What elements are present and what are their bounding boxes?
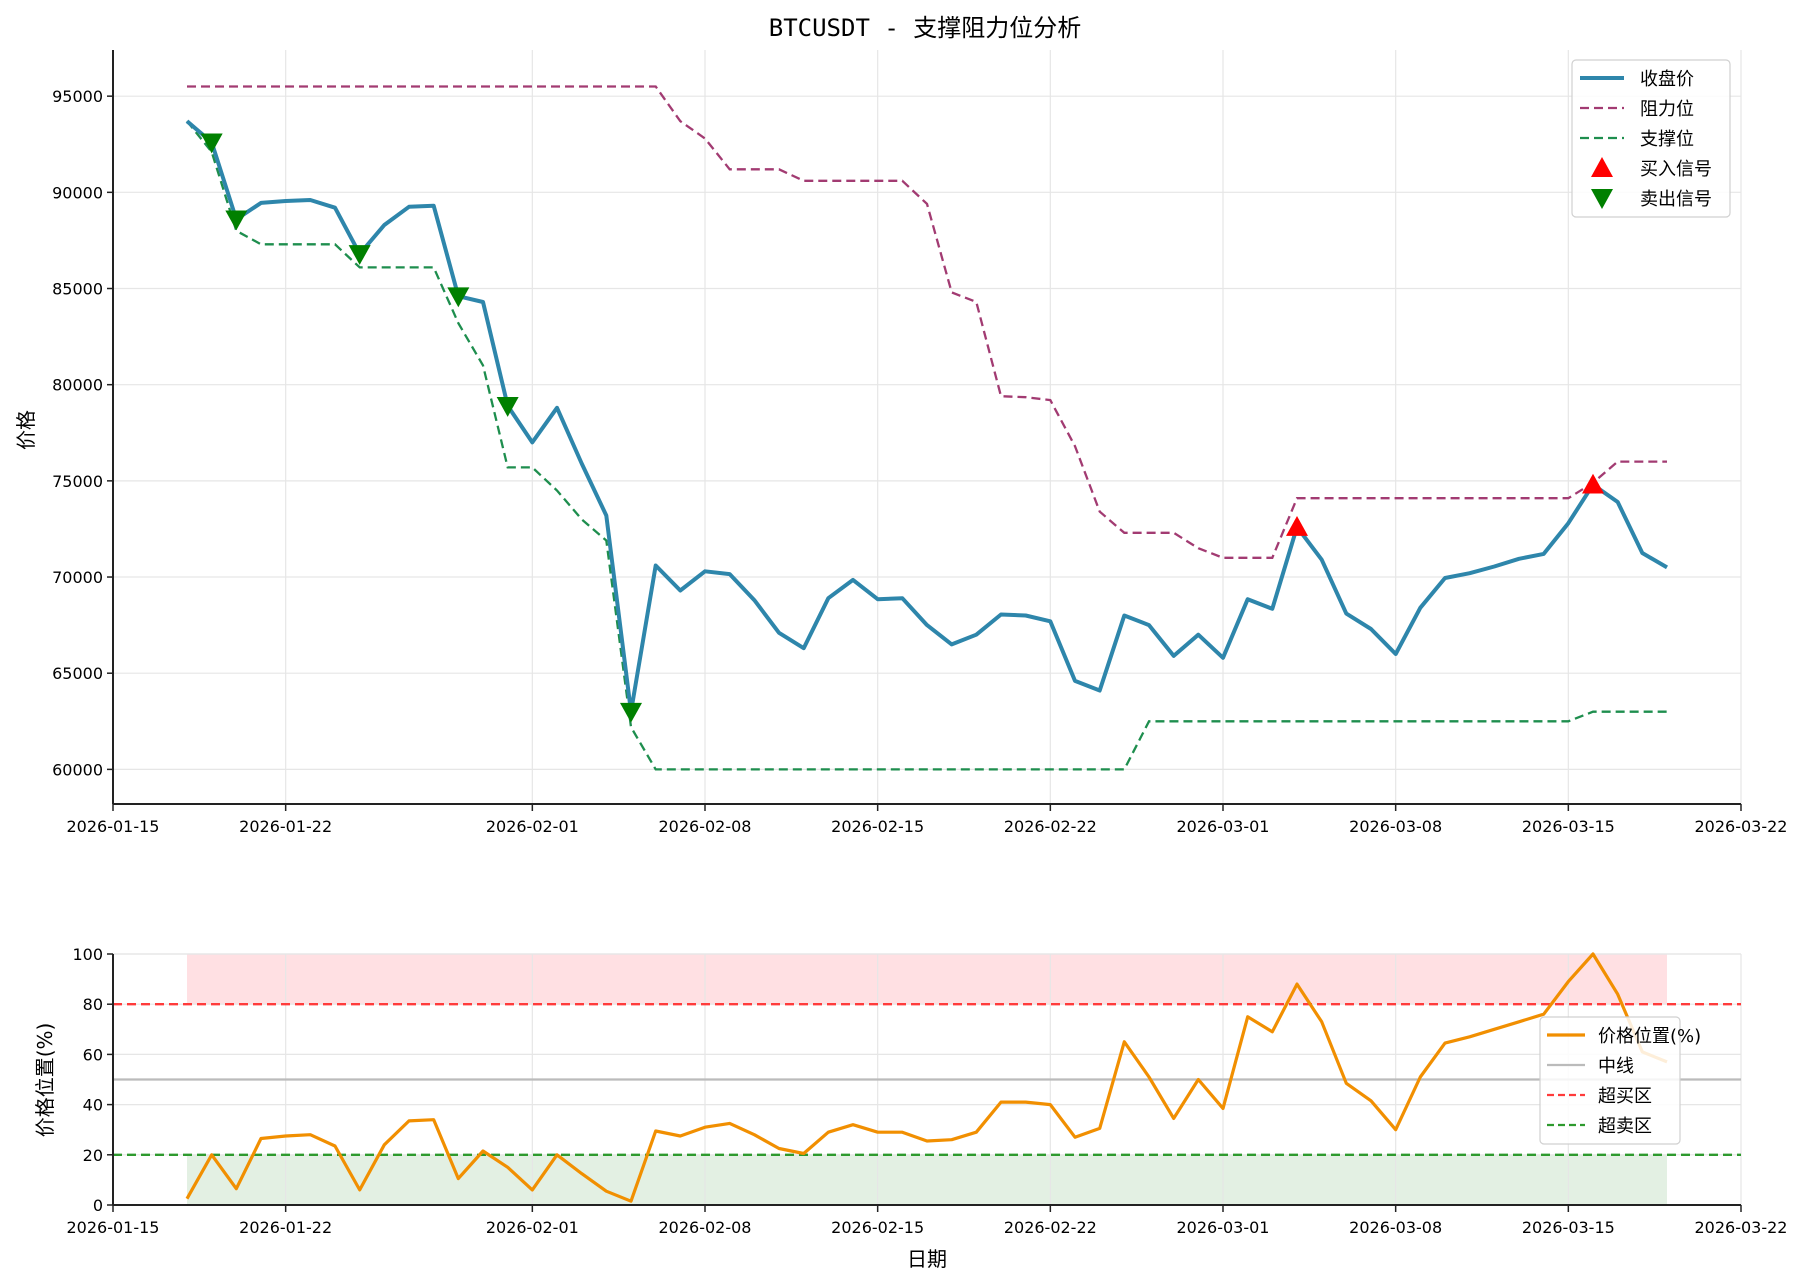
x-tick-label: 2026-03-15 [1522,817,1615,836]
price-axis-label: 价格 [14,410,38,450]
x-tick-label: 2026-03-01 [1177,817,1270,836]
legend-label: 支撑位 [1640,129,1694,150]
x-tick-label: 2026-03-15 [1522,1218,1615,1237]
x-tick-label: 2026-02-08 [659,817,752,836]
date-axis-label: 日期 [907,1247,947,1271]
legend-label: 收盘价 [1640,69,1694,90]
y-tick-label: 80000 [52,376,103,395]
x-tick-label: 2026-01-15 [67,817,160,836]
x-tick-label: 2026-02-01 [486,1218,579,1237]
y-tick-label: 90000 [52,183,103,202]
x-tick-label: 2026-03-08 [1349,1218,1442,1237]
legend-label: 卖出信号 [1640,189,1712,210]
support-line [186,120,1667,771]
resistance-line [187,85,1667,559]
legend-label: 价格位置(%) [1598,1026,1701,1047]
legend-label: 阻力位 [1640,99,1694,120]
legend-label: 中线 [1598,1056,1634,1077]
price-position-line [185,952,1668,1203]
price-series [185,85,1669,771]
sell-signal-icon [200,133,223,154]
price-grid [112,50,1742,804]
overbought-zone [187,954,1667,1005]
x-tick-label: 2026-02-22 [1004,817,1097,836]
y-tick-label: 70000 [52,568,103,587]
price-panel: 60000 65000 70000 75000 80000 85000 90000 95000… [14,50,1787,836]
x-tick-label: 2026-01-15 [67,1218,160,1237]
legend-label: 超卖区 [1598,1116,1652,1137]
position-axes: 0 20 40 60 80 100 2026-01-15 2026-01-22 2026-02-… [67,945,1788,1237]
x-tick-label: 2026-01-22 [239,1218,332,1237]
y-tick-label: 80 [83,995,103,1014]
position-axis-label: 价格位置(%) [33,1023,57,1138]
y-tick-label: 60000 [52,760,103,779]
x-tick-label: 2026-02-01 [486,817,579,836]
x-tick-label: 2026-02-15 [831,817,924,836]
x-tick-label: 2026-03-22 [1695,817,1788,836]
close-price-line [185,119,1669,714]
sell-signal-icon [225,210,248,231]
sell-signal-icon [447,287,470,308]
y-tick-label: 20 [83,1146,103,1165]
sell-signal-icon [620,702,642,723]
buy-signal-icon [1591,157,1613,177]
zone-shading [187,954,1667,1205]
y-tick-label: 85000 [52,280,103,299]
position-series [185,952,1668,1203]
price-axes: 60000 65000 70000 75000 80000 85000 90000 95000… [52,50,1787,836]
buy-signal-icon [1582,473,1604,494]
x-tick-label: 2026-02-15 [831,1218,924,1237]
sell-signal-icon [496,397,519,417]
legend-box [1571,59,1731,218]
x-tick-label: 2026-03-22 [1695,1218,1788,1237]
y-tick-label: 95000 [52,87,103,106]
x-tick-label: 2026-02-22 [1004,1218,1097,1237]
legend-label: 买入信号 [1640,159,1712,180]
y-tick-label: 0 [93,1196,103,1215]
y-tick-label: 60 [83,1045,103,1064]
y-tick-label: 75000 [52,472,103,491]
legend-box [1539,1016,1681,1145]
chart-title: BTCUSDT - 支撑阻力位分析 [769,14,1082,42]
buy-signal-icon [1286,516,1308,536]
x-tick-label: 2026-02-08 [659,1218,752,1237]
x-tick-label: 2026-03-08 [1349,817,1442,836]
signal-markers [200,133,1604,723]
sell-signal-icon [1591,189,1613,209]
sell-signal-icon [348,245,371,265]
y-tick-label: 40 [83,1096,103,1115]
oversold-zone [187,1154,1667,1205]
position-panel: 0 20 40 60 80 100 2026-01-15 2026-01-22 2026-02-… [33,945,1787,1271]
y-tick-label: 65000 [52,664,103,683]
legend-label: 超买区 [1598,1086,1652,1107]
y-tick-label: 100 [72,945,103,964]
reference-lines [113,1003,1741,1156]
x-tick-label: 2026-03-01 [1177,1218,1270,1237]
x-tick-label: 2026-01-22 [239,817,332,836]
